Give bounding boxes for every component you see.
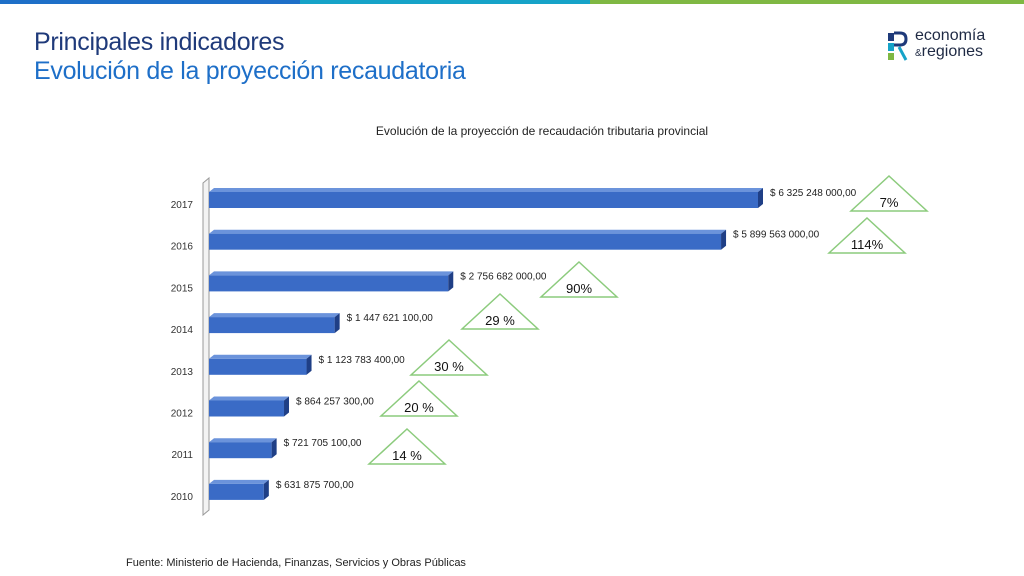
top-bar-segment-4 [590, 0, 1024, 4]
bar-front-face [209, 317, 335, 334]
bar-front-face [209, 483, 264, 500]
growth-marker-2015: 90% [539, 260, 619, 298]
growth-marker-2017: 7% [849, 174, 929, 212]
category-label: 2013 [171, 367, 194, 378]
bar-side-face [271, 438, 277, 459]
logo-ampersand: & [915, 48, 922, 59]
value-label: $ 1 447 621 100,00 [347, 313, 434, 324]
bar-2017 [209, 188, 763, 208]
bar-side-face [448, 271, 454, 292]
bar-top-face [209, 354, 312, 359]
growth-marker-2011: 14 % [367, 427, 447, 465]
growth-triangle [827, 216, 907, 254]
growth-triangle [409, 338, 489, 376]
growth-marker-2014: 29 % [460, 292, 540, 330]
top-bar-segment-2 [300, 0, 590, 4]
bar-top-face [209, 229, 727, 234]
category-label: 2010 [171, 492, 194, 503]
bar-2016 [209, 229, 727, 250]
growth-label: 14 % [392, 448, 422, 463]
bar-2011 [209, 438, 277, 459]
value-label: $ 1 123 783 400,00 [319, 355, 406, 366]
value-label: $ 2 756 682 000,00 [460, 271, 547, 282]
growth-triangle [367, 427, 447, 465]
bar-front-face [209, 192, 758, 208]
bar-2015 [209, 271, 454, 292]
growth-label: 29 % [485, 313, 515, 328]
value-label: $ 6 325 248 000,00 [770, 188, 857, 199]
logo-line-1: economía [915, 27, 986, 44]
growth-marker-2016: 114% [827, 216, 907, 254]
logo-line-2: &regiones [915, 44, 985, 62]
growth-label: 30 % [434, 359, 464, 374]
bar-top-face [209, 271, 454, 276]
bar-front-face [209, 358, 307, 375]
bar-2013 [209, 354, 312, 375]
bar-front-face [209, 275, 449, 292]
chart-title: Evolución de la proyección de recaudació… [375, 124, 709, 138]
value-label: $ 631 875 700,00 [276, 480, 354, 491]
logo-line-2-text: regiones [921, 43, 984, 60]
top-bar-segment-1 [0, 0, 300, 4]
bar-top-face [209, 479, 269, 484]
growth-triangle [460, 292, 540, 330]
bar-top-face [209, 438, 277, 443]
top-color-bar [0, 0, 1024, 4]
bar-side-face [758, 188, 763, 208]
chart-axis-wall [202, 176, 210, 517]
growth-triangle [849, 174, 929, 212]
bar-2010 [209, 479, 269, 500]
growth-label: 20 % [404, 400, 434, 415]
page-subtitle: Evolución de la proyección recaudatoria [34, 57, 466, 85]
category-label: 2016 [171, 242, 194, 253]
brand-logo: economía &regiones [886, 28, 1006, 64]
category-label: 2012 [171, 409, 194, 420]
category-label: 2017 [171, 200, 194, 211]
bar-top-face [209, 313, 340, 318]
bar-front-face [209, 442, 272, 459]
page-title: Principales indicadores [34, 28, 285, 56]
source-note: Fuente: Ministerio de Hacienda, Finanzas… [126, 557, 466, 569]
growth-marker-2012: 20 % [379, 379, 459, 417]
category-label: 2014 [171, 325, 194, 336]
logo-text: economía &regiones [915, 28, 985, 62]
bar-top-face [209, 396, 290, 401]
category-label: 2011 [171, 450, 193, 461]
bar-front-face [209, 233, 722, 250]
value-label: $ 5 899 563 000,00 [733, 230, 820, 241]
logo-mark-icon [888, 31, 908, 61]
value-label: $ 721 705 100,00 [284, 438, 362, 449]
growth-triangle [539, 260, 619, 298]
growth-triangle [379, 379, 459, 417]
bar-2012 [209, 396, 290, 417]
bar-2014 [209, 313, 340, 334]
bar-side-face [334, 313, 340, 334]
bar-side-face [284, 396, 290, 417]
bar-top-face [209, 188, 763, 192]
growth-label: 7% [880, 195, 899, 210]
growth-label: 114% [851, 237, 884, 252]
bar-front-face [209, 400, 285, 417]
category-label: 2015 [171, 283, 194, 294]
bar-side-face [306, 354, 312, 375]
growth-marker-2013: 30 % [409, 338, 489, 376]
page-header: Principales indicadores Evolución de la … [34, 28, 466, 86]
bar-side-face [263, 479, 269, 500]
growth-label: 90% [566, 281, 592, 296]
value-label: $ 864 257 300,00 [296, 397, 374, 408]
bar-side-face [721, 229, 727, 250]
